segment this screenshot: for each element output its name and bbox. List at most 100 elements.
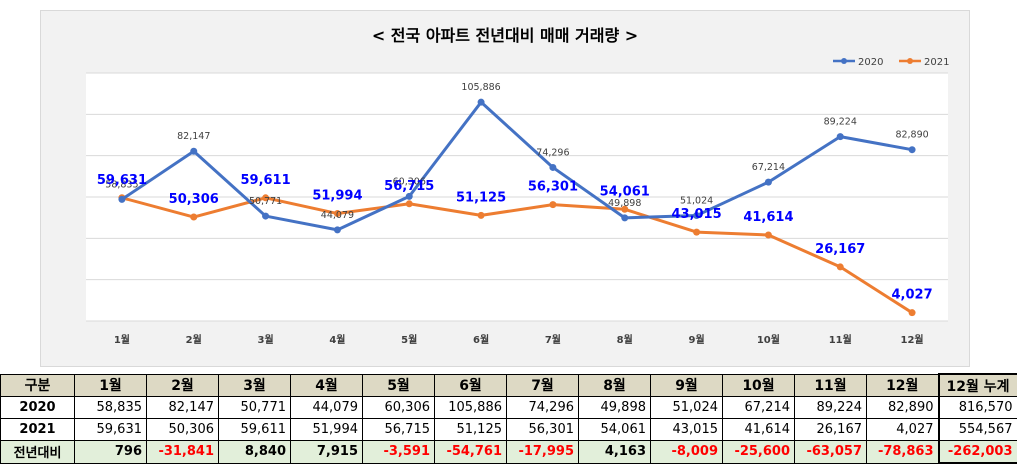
data-point-2020	[621, 214, 629, 222]
table-cell: 796	[74, 440, 147, 464]
data-label-2021: 41,614	[743, 210, 793, 225]
x-tick-label: 3월	[257, 334, 273, 346]
table-cell: 51,024	[650, 396, 723, 419]
x-tick-label: 5월	[401, 334, 417, 346]
data-label-2020: 105,886	[461, 82, 500, 93]
data-point-2021	[190, 213, 198, 221]
data-point-2020	[405, 192, 413, 200]
data-label-2020: 60,306	[393, 176, 426, 187]
chart-area: < 전국 아파트 전년대비 매매 거래량 > 2020 2021 58,835 82…	[40, 10, 970, 367]
series-line-2020	[121, 100, 913, 232]
x-axis-labels: 1월 2월 3월 4월 5월 6월 7월 8월 9월 10월 11월 12월	[114, 334, 924, 346]
table-cell: 82,147	[146, 396, 219, 419]
data-label-2020: 74,296	[536, 147, 569, 158]
table-header-cell: 6월	[434, 373, 507, 397]
data-label-2020: 50,771	[249, 196, 282, 207]
table-cell: 51,125	[434, 418, 507, 441]
data-label-2021: 51,125	[456, 190, 506, 205]
table-cell: 8,840	[218, 440, 291, 464]
series-group: 58,835 82,147 50,771 44,079 60,306 105,886 74,…	[97, 82, 933, 317]
table-cell: 59,611	[218, 418, 291, 441]
table-cell: 554,567	[937, 418, 1017, 441]
table-header-cell: 10월	[722, 373, 795, 397]
x-tick-label: 4월	[329, 334, 345, 346]
table-cell: 54,061	[578, 418, 651, 441]
table-cell: 50,771	[218, 396, 291, 419]
x-tick-label: 8월	[617, 334, 633, 346]
table-row-label: 전년대비	[0, 440, 75, 464]
data-point-2020	[764, 178, 772, 186]
table-header-cell: 12월 누계	[937, 373, 1017, 397]
table-cell: 4,163	[578, 440, 651, 464]
data-point-2021	[621, 205, 629, 213]
data-table: 구분 1월 2월 3월 4월 5월 6월 7월 8월 9월 10월 11월 12월 12월 누계 2020…	[0, 373, 1017, 464]
data-label-2020: 82,890	[895, 130, 928, 141]
table-cell: -17,995	[506, 440, 579, 464]
table-header-cell: 3월	[218, 373, 291, 397]
data-point-2021	[477, 211, 485, 219]
x-tick-label: 6월	[473, 334, 489, 346]
data-point-2020	[908, 146, 916, 154]
chart-title: < 전국 아파트 전년대비 매매 거래량 >	[372, 26, 638, 45]
table-header-category: 구분	[0, 373, 75, 397]
legend-label-2020: 2020	[858, 57, 883, 68]
table-cell: 105,886	[434, 396, 507, 419]
data-point-2021	[262, 194, 270, 202]
line-chart: < 전국 아파트 전년대비 매매 거래량 > 2020 2021 58,835 82…	[86, 26, 949, 346]
table-cell: -25,600	[722, 440, 795, 464]
table-cell: 44,079	[290, 396, 363, 419]
data-point-2021	[764, 231, 772, 239]
table-cell: -54,761	[434, 440, 507, 464]
data-label-2020: 51,024	[680, 196, 713, 207]
data-point-2021	[333, 210, 341, 218]
table-header-cell: 4월	[290, 373, 363, 397]
table-row-label: 2020	[0, 396, 75, 419]
table-cell: 7,915	[290, 440, 363, 464]
table-header-cell: 11월	[794, 373, 867, 397]
table-cell: 49,898	[578, 396, 651, 419]
table-cell: 59,631	[74, 418, 147, 441]
table-header-cell: 2월	[146, 373, 219, 397]
data-label-2020: 49,898	[608, 198, 641, 209]
series-line-2021	[121, 196, 913, 314]
data-point-2020	[549, 163, 557, 171]
data-label-2021: 26,167	[815, 242, 865, 257]
data-label-2021: 51,994	[312, 189, 362, 204]
data-point-2020	[333, 226, 341, 234]
data-label-2020: 58,835	[105, 179, 138, 190]
table-cell: -63,057	[794, 440, 867, 464]
table-cell: 41,614	[722, 418, 795, 441]
x-tick-label: 9월	[688, 334, 704, 346]
table-header-cell: 9월	[650, 373, 723, 397]
data-point-2020	[693, 212, 701, 220]
data-label-2020: 44,079	[321, 210, 354, 221]
data-point-2020	[477, 98, 485, 106]
data-label-2021: 56,715	[384, 179, 434, 194]
data-label-2020: 89,224	[824, 117, 857, 128]
data-label-2021: 56,301	[528, 180, 578, 195]
x-tick-label: 12월	[901, 334, 924, 346]
legend-marker-2021	[907, 58, 913, 64]
table-cell: 58,835	[74, 396, 147, 419]
legend: 2020 2021	[833, 57, 949, 68]
data-label-2021: 43,015	[671, 207, 721, 222]
data-label-2020: 82,147	[177, 131, 210, 142]
data-point-2021	[836, 263, 844, 271]
table-header-cell: 1월	[74, 373, 147, 397]
table-cell: 26,167	[794, 418, 867, 441]
legend-marker-2020	[841, 58, 847, 64]
data-point-2021	[908, 309, 916, 317]
table-cell: -3,591	[362, 440, 435, 464]
table-row: 2020 58,835 82,147 50,771 44,079 60,306 105,88…	[0, 396, 1017, 419]
table-cell: 50,306	[146, 418, 219, 441]
table-cell: 56,301	[506, 418, 579, 441]
x-tick-label: 10월	[757, 334, 780, 346]
x-tick-label: 7월	[545, 334, 561, 346]
data-label-2021: 4,027	[892, 288, 933, 303]
data-point-2020	[118, 195, 126, 203]
data-label-2021: 59,631	[97, 173, 147, 188]
data-label-2021: 59,611	[240, 173, 290, 188]
table-header-cell: 5월	[362, 373, 435, 397]
table-cell: -8,009	[650, 440, 723, 464]
table-cell: -78,863	[866, 440, 939, 464]
